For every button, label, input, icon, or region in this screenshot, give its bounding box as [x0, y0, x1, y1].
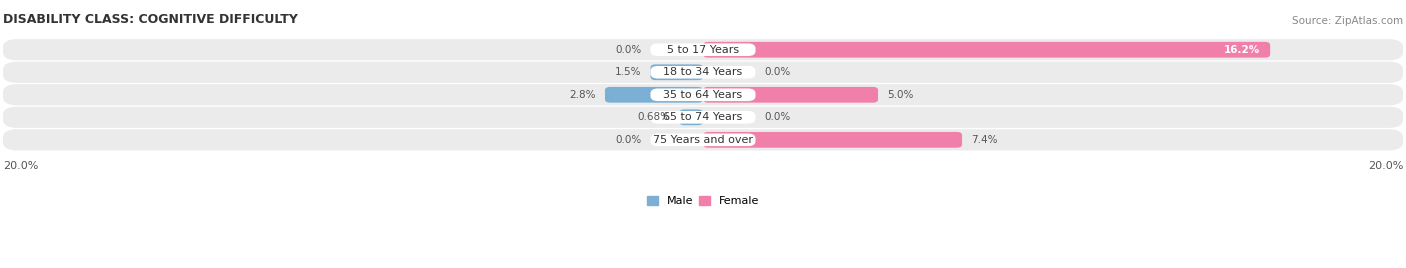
- FancyBboxPatch shape: [651, 133, 755, 146]
- Legend: Male, Female: Male, Female: [643, 192, 763, 211]
- FancyBboxPatch shape: [703, 87, 879, 103]
- Text: 65 to 74 Years: 65 to 74 Years: [664, 112, 742, 122]
- Text: 18 to 34 Years: 18 to 34 Years: [664, 67, 742, 77]
- Text: 5.0%: 5.0%: [887, 90, 912, 100]
- FancyBboxPatch shape: [651, 88, 755, 101]
- Text: 5 to 17 Years: 5 to 17 Years: [666, 45, 740, 55]
- Text: 0.0%: 0.0%: [765, 112, 790, 122]
- Text: 0.0%: 0.0%: [765, 67, 790, 77]
- Text: DISABILITY CLASS: COGNITIVE DIFFICULTY: DISABILITY CLASS: COGNITIVE DIFFICULTY: [3, 13, 298, 26]
- FancyBboxPatch shape: [3, 39, 1403, 60]
- FancyBboxPatch shape: [651, 43, 755, 56]
- Text: 1.5%: 1.5%: [616, 67, 641, 77]
- Text: 20.0%: 20.0%: [3, 161, 38, 170]
- FancyBboxPatch shape: [703, 42, 1270, 58]
- Text: 7.4%: 7.4%: [970, 135, 997, 145]
- FancyBboxPatch shape: [3, 129, 1403, 150]
- FancyBboxPatch shape: [651, 111, 755, 124]
- FancyBboxPatch shape: [679, 109, 703, 125]
- FancyBboxPatch shape: [3, 107, 1403, 128]
- FancyBboxPatch shape: [651, 66, 755, 79]
- Text: 0.68%: 0.68%: [637, 112, 671, 122]
- Text: 35 to 64 Years: 35 to 64 Years: [664, 90, 742, 100]
- Text: 0.0%: 0.0%: [616, 135, 641, 145]
- Text: 75 Years and over: 75 Years and over: [652, 135, 754, 145]
- Text: 2.8%: 2.8%: [569, 90, 596, 100]
- Text: Source: ZipAtlas.com: Source: ZipAtlas.com: [1292, 16, 1403, 26]
- FancyBboxPatch shape: [605, 87, 703, 103]
- Text: 16.2%: 16.2%: [1223, 45, 1260, 55]
- FancyBboxPatch shape: [3, 84, 1403, 105]
- FancyBboxPatch shape: [651, 64, 703, 80]
- Text: 0.0%: 0.0%: [616, 45, 641, 55]
- FancyBboxPatch shape: [3, 62, 1403, 83]
- FancyBboxPatch shape: [703, 132, 962, 148]
- Text: 20.0%: 20.0%: [1368, 161, 1403, 170]
